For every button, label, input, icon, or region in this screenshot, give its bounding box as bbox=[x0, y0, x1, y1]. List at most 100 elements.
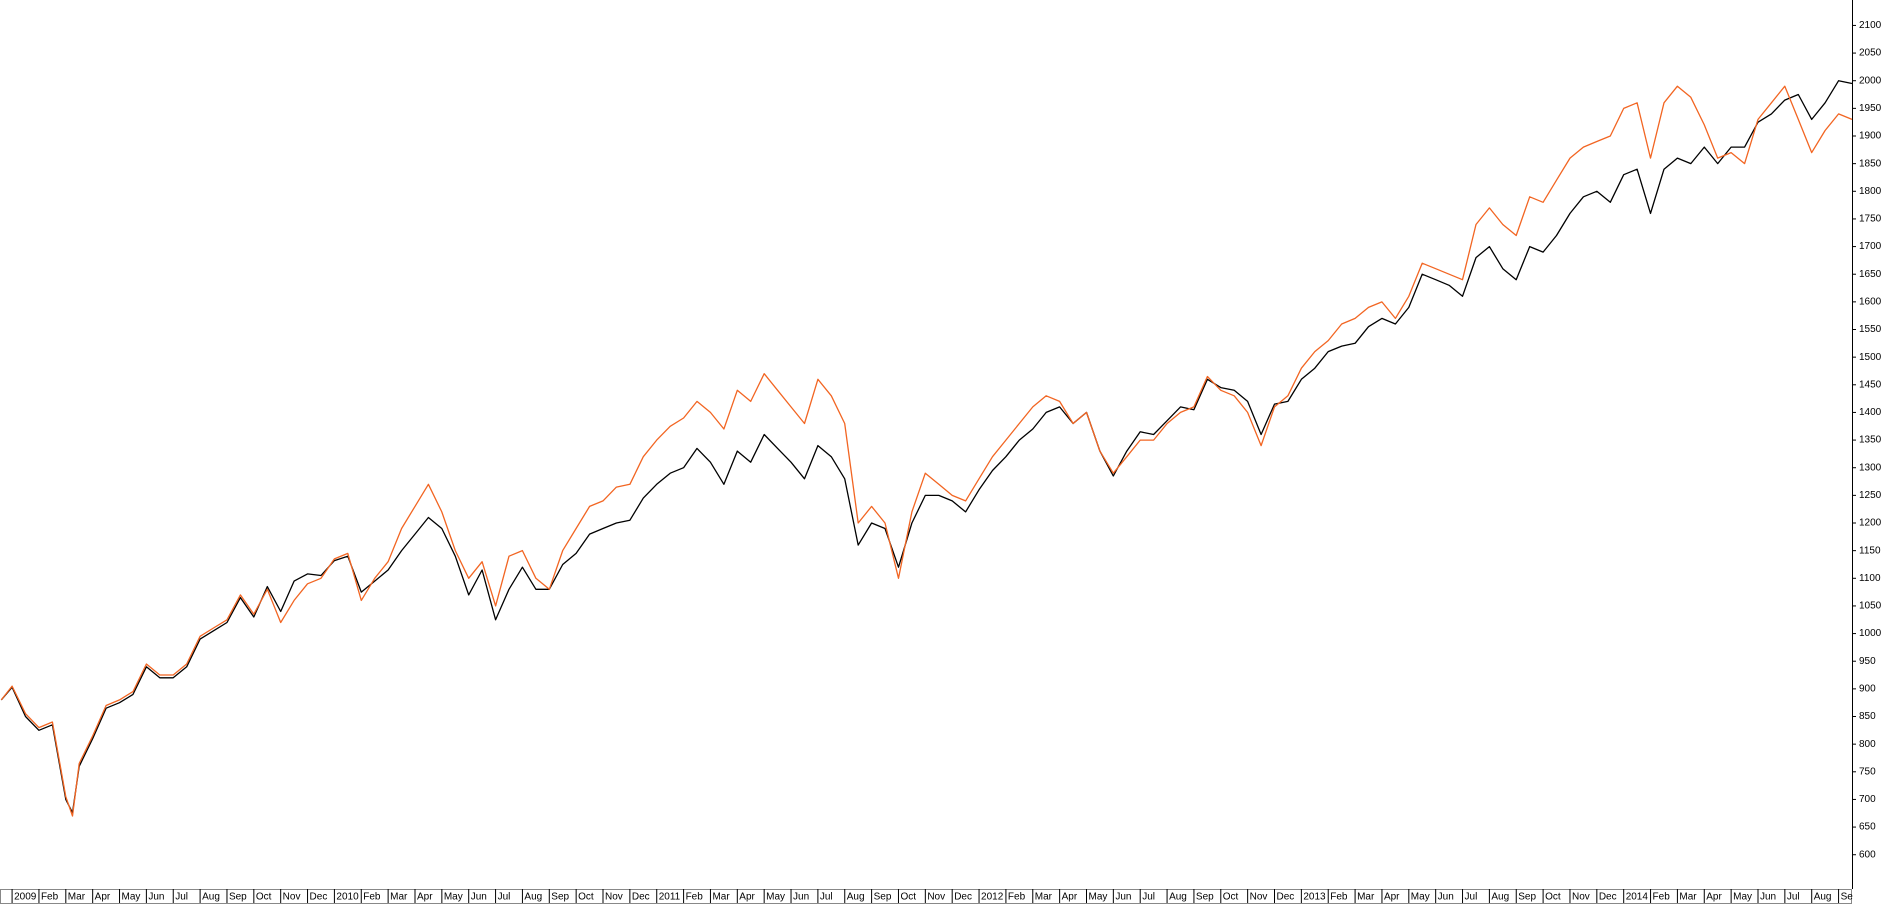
x-tick-label: Dec bbox=[1599, 892, 1617, 903]
x-tick-label: May bbox=[122, 892, 141, 903]
x-tick-label: Sep bbox=[1196, 892, 1214, 903]
x-tick-label: Jun bbox=[1115, 892, 1131, 903]
y-tick-label: 900 bbox=[1859, 684, 1876, 695]
y-tick-label: 1400 bbox=[1859, 407, 1882, 418]
y-tick-label: 950 bbox=[1859, 656, 1876, 667]
x-tick-label: Dec bbox=[1277, 892, 1295, 903]
x-tick-label: 2013 bbox=[1303, 892, 1326, 903]
x-tick-label: Nov bbox=[283, 892, 301, 903]
x-tick-label: Mar bbox=[1357, 892, 1375, 903]
x-tick-label: May bbox=[444, 892, 463, 903]
x-tick-label: Oct bbox=[1545, 892, 1561, 903]
x-tick-label: Oct bbox=[1223, 892, 1239, 903]
x-tick-label: Sep bbox=[229, 892, 247, 903]
y-tick-label: 1550 bbox=[1859, 324, 1882, 335]
x-tick-label: Mar bbox=[1679, 892, 1697, 903]
series-line bbox=[0, 85, 1853, 817]
x-tick-label: Apr bbox=[1706, 892, 1722, 903]
y-tick-label: 2050 bbox=[1859, 48, 1882, 59]
y-tick-label: 2000 bbox=[1859, 75, 1882, 86]
y-tick-label: 850 bbox=[1859, 711, 1876, 722]
y-tick-label: 1100 bbox=[1859, 573, 1881, 584]
x-tick-label: Jun bbox=[793, 892, 809, 903]
y-tick-label: 650 bbox=[1859, 822, 1876, 833]
x-tick-label: Aug bbox=[1491, 892, 1509, 903]
x-tick-label: Jun bbox=[1760, 892, 1776, 903]
y-tick-label: 1950 bbox=[1859, 103, 1882, 114]
x-tick-label: Aug bbox=[202, 892, 220, 903]
x-tick-label: Mar bbox=[1035, 892, 1053, 903]
x-tick-label: Jul bbox=[498, 892, 511, 903]
x-tick-label: Apr bbox=[95, 892, 111, 903]
y-tick-label: 1150 bbox=[1859, 545, 1881, 556]
x-tick-label: Feb bbox=[1653, 892, 1671, 903]
x-tick-label: Aug bbox=[1169, 892, 1187, 903]
x-tick-label: Nov bbox=[927, 892, 945, 903]
x-tick-label: Apr bbox=[739, 892, 755, 903]
y-tick-label: 1900 bbox=[1859, 131, 1882, 142]
x-tick-label: Mar bbox=[390, 892, 408, 903]
x-tick-label: Dec bbox=[632, 892, 650, 903]
x-tick-label: Mar bbox=[712, 892, 730, 903]
x-tick-label: Se bbox=[1841, 892, 1854, 903]
x-tick-label: Dec bbox=[954, 892, 972, 903]
x-tick-label: May bbox=[1088, 892, 1107, 903]
x-tick-label: Jul bbox=[1787, 892, 1800, 903]
x-tick-label: Feb bbox=[686, 892, 704, 903]
x-tick-label: 2012 bbox=[981, 892, 1004, 903]
x-tick-label: Jun bbox=[471, 892, 487, 903]
x-tick-label: Feb bbox=[1330, 892, 1348, 903]
x-tick-label: Mar bbox=[68, 892, 86, 903]
x-tick-label: Aug bbox=[524, 892, 542, 903]
y-tick-label: 1350 bbox=[1859, 435, 1882, 446]
x-tick-label: Jun bbox=[148, 892, 164, 903]
x-tick-label: Feb bbox=[1008, 892, 1026, 903]
y-tick-label: 800 bbox=[1859, 739, 1876, 750]
x-tick-label: Sep bbox=[1518, 892, 1536, 903]
x-tick-label: Sep bbox=[874, 892, 892, 903]
y-tick-label: 2100 bbox=[1859, 20, 1882, 31]
y-tick-label: 1750 bbox=[1859, 214, 1882, 225]
y-tick-label: 750 bbox=[1859, 766, 1876, 777]
y-tick-label: 1450 bbox=[1859, 379, 1882, 390]
x-tick-label: 2014 bbox=[1626, 892, 1649, 903]
x-tick-label: 2010 bbox=[336, 892, 359, 903]
y-tick-label: 600 bbox=[1859, 849, 1876, 860]
x-tick-label: May bbox=[1733, 892, 1752, 903]
x-tick-label: Aug bbox=[847, 892, 865, 903]
y-tick-label: 1200 bbox=[1859, 518, 1882, 529]
x-tick-label: 2011 bbox=[659, 892, 681, 903]
x-tick-label: Jul bbox=[1142, 892, 1155, 903]
x-tick-label: Jul bbox=[820, 892, 833, 903]
y-tick-label: 1050 bbox=[1859, 601, 1882, 612]
x-tick-label: Nov bbox=[1250, 892, 1268, 903]
x-tick-label: Jul bbox=[175, 892, 188, 903]
x-tick-label: May bbox=[766, 892, 785, 903]
y-tick-label: 1300 bbox=[1859, 462, 1882, 473]
y-tick-label: 1800 bbox=[1859, 186, 1882, 197]
y-tick-label: 1650 bbox=[1859, 269, 1882, 280]
y-tick-label: 1700 bbox=[1859, 241, 1882, 252]
x-tick-label: May bbox=[1411, 892, 1430, 903]
y-tick-label: 1600 bbox=[1859, 297, 1882, 308]
x-tick-label: Feb bbox=[363, 892, 381, 903]
y-tick-label: 1000 bbox=[1859, 628, 1882, 639]
x-tick-label: Dec bbox=[310, 892, 328, 903]
x-tick-label: Oct bbox=[256, 892, 272, 903]
y-tick-label: 1850 bbox=[1859, 158, 1882, 169]
x-tick-label: Feb bbox=[41, 892, 59, 903]
series-line bbox=[0, 80, 1853, 814]
x-tick-label: Oct bbox=[578, 892, 594, 903]
x-tick-label: Nov bbox=[1572, 892, 1590, 903]
y-tick-label: 1250 bbox=[1859, 490, 1882, 501]
y-tick-label: 700 bbox=[1859, 794, 1876, 805]
x-tick-label: Aug bbox=[1814, 892, 1832, 903]
y-tick-label: 1500 bbox=[1859, 352, 1882, 363]
x-tick-label: Apr bbox=[1384, 892, 1400, 903]
x-tick-label: Jul bbox=[1465, 892, 1478, 903]
x-tick-label: Nov bbox=[605, 892, 623, 903]
x-tick-label: 2009 bbox=[14, 892, 37, 903]
x-tick-label: Jun bbox=[1438, 892, 1454, 903]
